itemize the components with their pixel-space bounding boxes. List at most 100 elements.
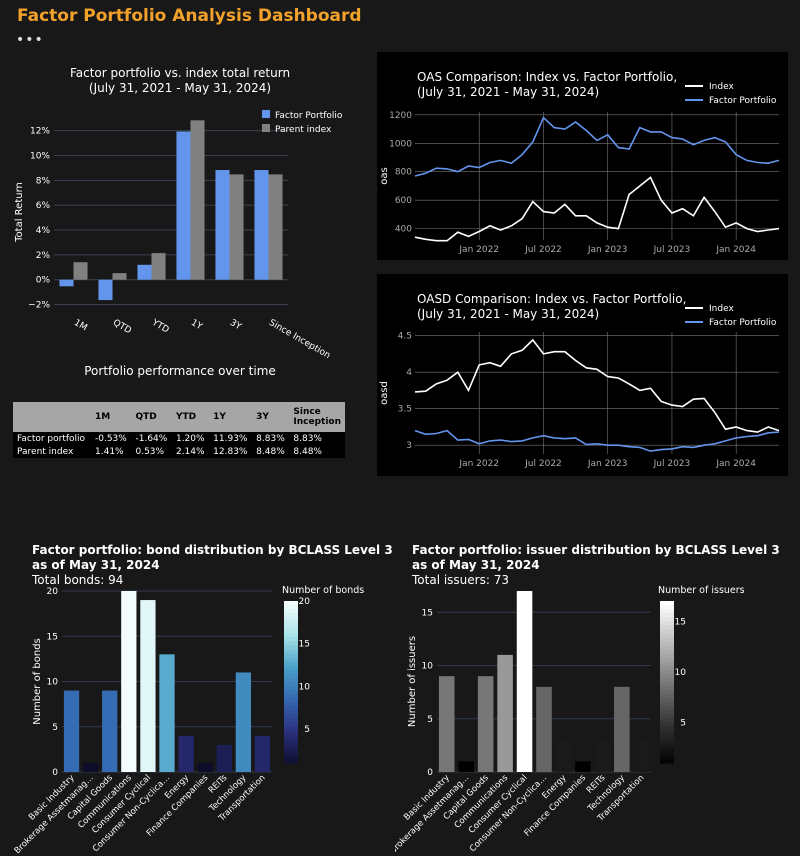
colorbar-segment bbox=[660, 677, 674, 683]
table-row: Factor portfolio -0.53% -1.64% 1.20% 11.… bbox=[13, 432, 345, 445]
colorbar-segment bbox=[284, 702, 298, 707]
y-tick-label: 2% bbox=[36, 251, 51, 261]
bar bbox=[575, 761, 591, 772]
colorbar-segment bbox=[284, 682, 298, 687]
bar bbox=[140, 600, 156, 772]
colorbar-segment bbox=[284, 677, 298, 683]
perf-col-ytd: YTD bbox=[171, 402, 210, 432]
table-cell: 0.53% bbox=[131, 445, 172, 458]
colorbar-tick-label: 15 bbox=[299, 640, 310, 650]
bar bbox=[235, 672, 251, 772]
colorbar-segment bbox=[284, 758, 298, 764]
x-tick-label: Jan 2024 bbox=[715, 245, 756, 255]
perf-table-header: 1M QTD YTD 1Y 3Y Since Inception bbox=[13, 402, 345, 432]
legend-label: Index bbox=[709, 304, 734, 314]
y-axis-title: Number of bonds bbox=[32, 638, 43, 725]
y-axis-title: Number of issuers bbox=[407, 636, 418, 727]
x-tick-label: YTD bbox=[149, 317, 170, 335]
bar bbox=[458, 761, 474, 772]
y-tick-label: 12% bbox=[30, 127, 50, 137]
x-tick-label: Jan 2023 bbox=[587, 459, 628, 469]
x-tick-label: Jan 2023 bbox=[587, 245, 628, 255]
colorbar-segment bbox=[660, 722, 674, 728]
colorbar-segment bbox=[660, 714, 674, 720]
colorbar-segment bbox=[284, 722, 298, 728]
colorbar-segment bbox=[284, 605, 298, 610]
y-tick-label: 400 bbox=[395, 225, 412, 235]
colorbar-segment bbox=[284, 665, 298, 671]
colorbar-segment bbox=[660, 629, 674, 634]
colorbar-segment bbox=[660, 605, 674, 610]
table-row: Parent index 1.41% 0.53% 2.14% 12.83% 8.… bbox=[13, 445, 345, 458]
x-tick-label: 3Y bbox=[228, 318, 243, 333]
bar bbox=[98, 279, 113, 301]
perf-col-label bbox=[13, 402, 91, 432]
bar bbox=[555, 740, 572, 772]
colorbar-segment bbox=[284, 754, 298, 760]
colorbar-segment bbox=[660, 750, 674, 756]
y-tick-label: −2% bbox=[28, 301, 50, 311]
colorbar-segment bbox=[284, 617, 298, 622]
colorbar-segment bbox=[660, 758, 674, 764]
x-tick-label: Jul 2022 bbox=[524, 245, 562, 255]
colorbar-segment bbox=[660, 665, 674, 671]
bar bbox=[102, 690, 118, 772]
colorbar-segment bbox=[284, 706, 298, 711]
bar bbox=[438, 676, 455, 772]
oas-title-line2: (July 31, 2021 - May 31, 2024) bbox=[417, 85, 600, 99]
bar bbox=[536, 686, 552, 772]
colorbar-segment bbox=[284, 686, 298, 691]
colorbar-segment bbox=[660, 637, 674, 643]
colorbar-segment bbox=[284, 657, 298, 663]
y-tick-label: 10 bbox=[47, 678, 59, 688]
colorbar-segment bbox=[660, 738, 674, 744]
table-cell: 8.83% bbox=[252, 432, 290, 445]
colorbar-segment bbox=[660, 633, 674, 639]
legend-label: Factor Portfolio bbox=[275, 111, 343, 121]
y-tick-label: 4% bbox=[36, 226, 51, 236]
bar bbox=[137, 264, 152, 280]
y-tick-label: 0% bbox=[36, 276, 51, 286]
x-tick-label: Jul 2022 bbox=[524, 459, 562, 469]
legend-label: Index bbox=[709, 82, 734, 92]
table-cell: 8.48% bbox=[289, 445, 345, 458]
y-tick-label: 4.5 bbox=[398, 332, 412, 342]
colorbar-segment bbox=[660, 686, 674, 691]
bar bbox=[178, 735, 194, 772]
y-tick-label: 1200 bbox=[389, 111, 412, 121]
colorbar-segment bbox=[660, 625, 674, 630]
colorbar-segment bbox=[660, 706, 674, 711]
colorbar-title: Number of issuers bbox=[658, 585, 745, 596]
colorbar-segment bbox=[660, 682, 674, 687]
colorbar-segment bbox=[284, 738, 298, 744]
oasd-title-line2: (July 31, 2021 - May 31, 2024) bbox=[417, 307, 600, 321]
colorbar-segment bbox=[284, 641, 298, 647]
bar bbox=[83, 762, 99, 772]
colorbar-segment bbox=[660, 641, 674, 647]
x-tick-label: Jan 2022 bbox=[458, 245, 499, 255]
y-tick-label: 6% bbox=[36, 201, 51, 211]
colorbar-segment bbox=[660, 657, 674, 663]
series-line bbox=[414, 116, 780, 177]
legend-label: Parent index bbox=[275, 125, 332, 135]
legend-swatch bbox=[262, 110, 270, 118]
colorbar-tick-label: 15 bbox=[675, 617, 686, 627]
colorbar-tick-label: 5 bbox=[304, 725, 310, 735]
perf-col-1y: 1Y bbox=[209, 402, 253, 432]
table-cell: 1.20% bbox=[171, 432, 210, 445]
colorbar-segment bbox=[284, 750, 298, 756]
bar bbox=[159, 654, 175, 772]
bar bbox=[176, 131, 191, 280]
total-return-title: Factor portfolio vs. index total return … bbox=[40, 66, 320, 96]
bar bbox=[112, 273, 127, 280]
x-tick-label: QTD bbox=[111, 318, 133, 336]
perf-col-since: Since Inception bbox=[289, 402, 345, 432]
bar bbox=[59, 279, 74, 287]
x-tick-label: Jul 2023 bbox=[653, 459, 691, 469]
colorbar-segment bbox=[284, 698, 298, 703]
more-menu-icon[interactable]: ••• bbox=[16, 32, 44, 48]
y-tick-label: 10% bbox=[30, 151, 50, 161]
oas-chart: 400 600 800 1000 1200 Jan 2022 Jul 2022 Jan 202… bbox=[379, 82, 780, 255]
